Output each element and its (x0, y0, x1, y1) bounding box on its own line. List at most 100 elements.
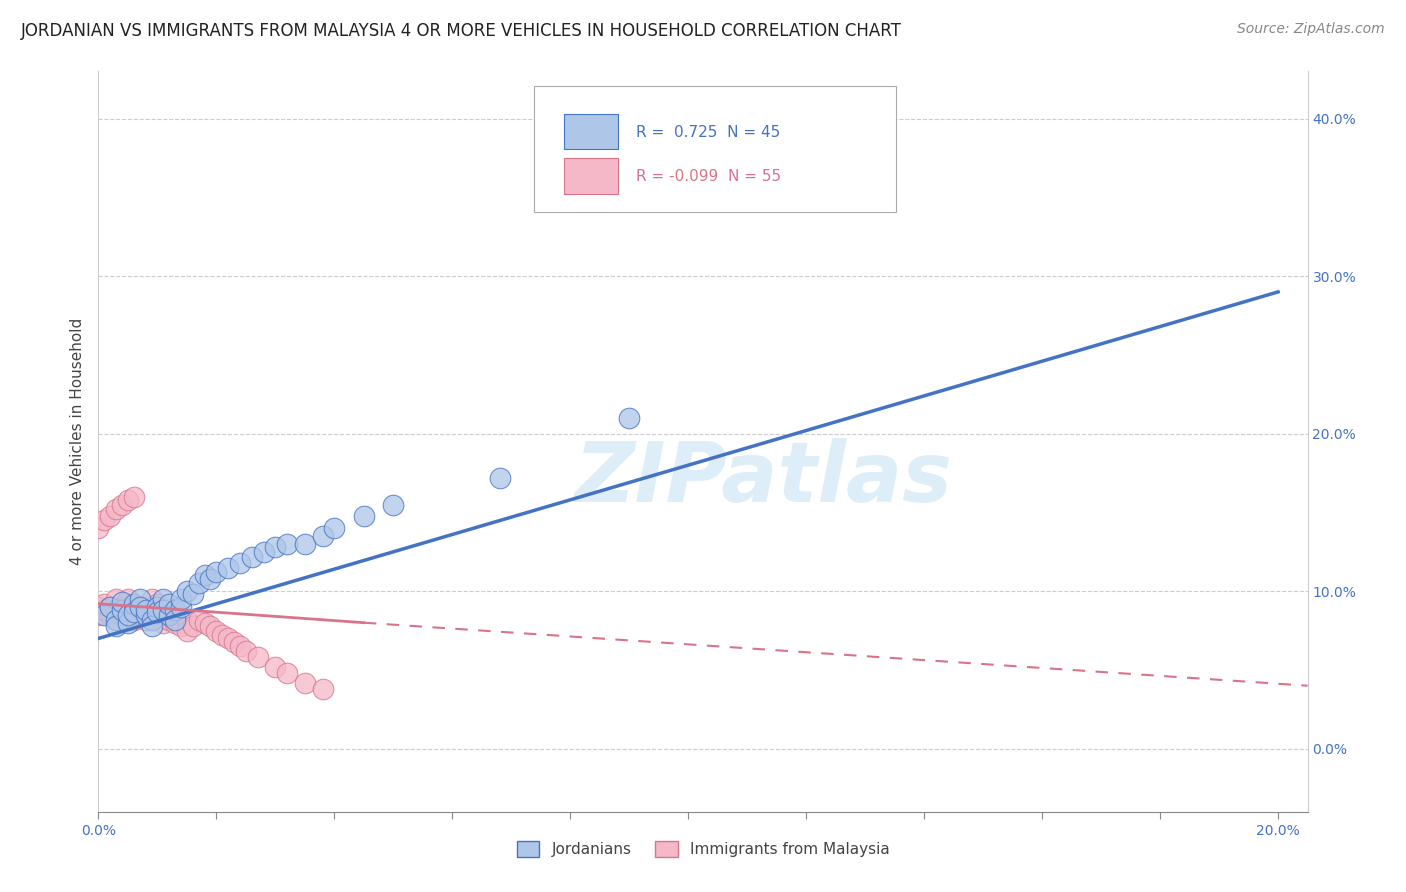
Point (146, 603, 169, 617)
Point (157, 597, 180, 611)
Point (111, 498, 134, 512)
Point (181, 619, 204, 633)
Point (176, 613, 198, 627)
Point (93, 603, 115, 617)
Point (141, 592, 163, 607)
Point (111, 599, 134, 614)
Point (181, 587, 204, 601)
Point (157, 607, 180, 622)
Point (152, 607, 174, 622)
Point (187, 613, 209, 627)
Point (135, 613, 157, 627)
Point (235, 644, 257, 658)
Point (276, 666, 298, 681)
Point (105, 592, 128, 607)
Y-axis label: 4 or more Vehicles in Household: 4 or more Vehicles in Household (69, 318, 84, 566)
Point (93, 597, 115, 611)
Point (128, 607, 150, 622)
Point (176, 624, 198, 638)
Point (122, 490, 145, 504)
FancyBboxPatch shape (564, 113, 619, 149)
Point (93, 607, 115, 622)
Point (128, 599, 150, 614)
Point (211, 628, 233, 642)
FancyBboxPatch shape (564, 158, 619, 194)
Point (157, 603, 180, 617)
Text: R = -0.099  N = 55: R = -0.099 N = 55 (637, 169, 782, 184)
Point (165, 603, 187, 617)
Point (152, 615, 174, 630)
Point (205, 624, 228, 638)
Point (98, 607, 121, 622)
Point (135, 607, 157, 622)
Point (122, 605, 145, 619)
Point (117, 615, 139, 630)
Point (87, 599, 110, 614)
Point (152, 603, 174, 617)
Point (276, 537, 298, 551)
Point (353, 508, 375, 523)
Point (194, 615, 217, 630)
FancyBboxPatch shape (534, 87, 897, 212)
Point (323, 521, 346, 535)
Point (205, 566, 228, 580)
Point (122, 597, 145, 611)
Point (128, 599, 150, 614)
Point (87, 521, 110, 535)
Point (200, 619, 222, 633)
Point (117, 592, 139, 607)
Point (98, 599, 121, 614)
Point (170, 619, 193, 633)
Point (311, 529, 333, 543)
Point (105, 502, 128, 516)
Point (165, 607, 187, 622)
Point (382, 498, 405, 512)
Point (117, 492, 139, 507)
Point (488, 471, 510, 485)
Point (117, 607, 139, 622)
Point (93, 513, 115, 527)
Point (111, 607, 134, 622)
Point (240, 549, 263, 564)
Point (141, 613, 163, 627)
Point (229, 640, 252, 654)
Point (105, 619, 128, 633)
Point (264, 540, 287, 554)
Point (135, 603, 157, 617)
Point (170, 599, 193, 614)
Point (311, 681, 333, 696)
Legend: Jordanians, Immigrants from Malaysia: Jordanians, Immigrants from Malaysia (510, 835, 896, 863)
Point (128, 592, 150, 607)
Point (194, 568, 217, 582)
Point (146, 599, 169, 614)
Point (170, 592, 193, 607)
Point (141, 599, 163, 614)
Point (229, 556, 252, 570)
Point (122, 603, 145, 617)
Point (105, 613, 128, 627)
Point (141, 619, 163, 633)
Text: R =  0.725  N = 45: R = 0.725 N = 45 (637, 125, 780, 139)
Point (165, 615, 187, 630)
Point (165, 613, 187, 627)
Point (252, 545, 274, 559)
Point (246, 650, 269, 665)
Point (111, 595, 134, 609)
Point (294, 675, 316, 690)
Point (222, 634, 245, 648)
Point (187, 576, 209, 591)
Point (157, 613, 180, 627)
Text: ZIPatlas: ZIPatlas (575, 438, 952, 519)
Point (105, 603, 128, 617)
Point (200, 572, 222, 586)
Point (264, 660, 287, 674)
Point (176, 584, 198, 599)
Point (111, 603, 134, 617)
Point (146, 605, 169, 619)
Point (105, 613, 128, 627)
Point (98, 599, 121, 614)
Point (87, 607, 110, 622)
Point (117, 597, 139, 611)
Text: JORDANIAN VS IMMIGRANTS FROM MALAYSIA 4 OR MORE VEHICLES IN HOUSEHOLD CORRELATIO: JORDANIAN VS IMMIGRANTS FROM MALAYSIA 4 … (21, 22, 903, 40)
Text: Source: ZipAtlas.com: Source: ZipAtlas.com (1237, 22, 1385, 37)
